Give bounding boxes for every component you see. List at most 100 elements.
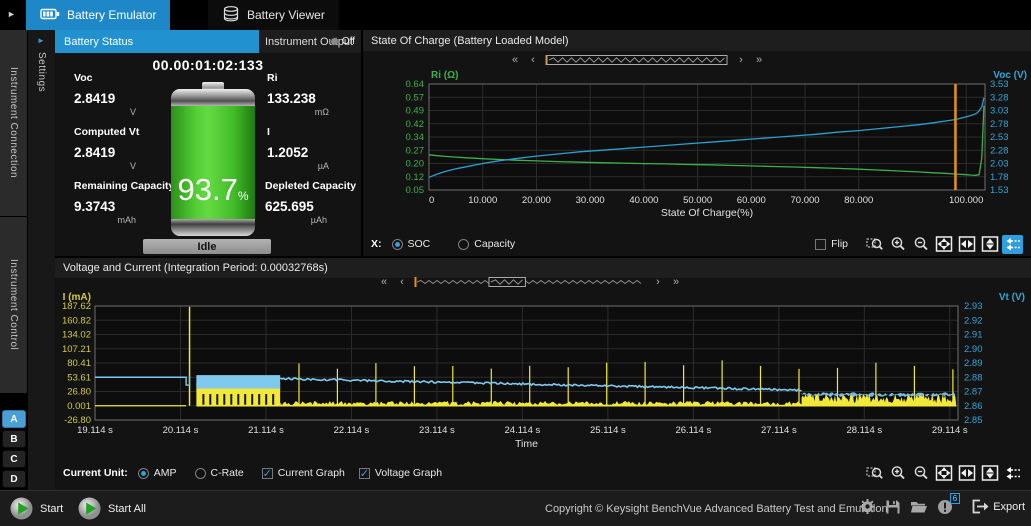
metric-label: Voc [74,72,93,84]
start-button[interactable]: Start [10,497,63,520]
svg-text:0.001: 0.001 [67,401,91,412]
svg-text:70.000: 70.000 [791,195,820,206]
unit-amp-radio[interactable]: AMP [137,467,177,479]
sidebar-item-instrument-control[interactable]: Instrument Control [0,217,27,394]
vi-chart-scrollbar[interactable]: « ‹ › » [378,275,682,289]
checkbox-icon: ✓ [358,467,370,480]
tab-battery-viewer[interactable]: Battery Viewer [208,0,339,30]
sidebar-item-label: Instrument Connection [8,67,19,179]
channel-a-button[interactable]: A [2,410,26,428]
zoom-region-button[interactable] [864,235,885,254]
left-sidebar: Instrument Connection Instrument Control… [0,30,28,490]
start-all-button[interactable]: Start All [78,497,146,520]
fit-width-button[interactable] [956,235,977,254]
metric-unit: µAh [310,215,327,225]
svg-text:2.87: 2.87 [964,387,983,398]
svg-text:23.114 s: 23.114 s [419,425,455,436]
elapsed-time: 00.00:01:02:133 [152,57,264,73]
zoom-in-button[interactable] [887,235,908,254]
checkbox-label: Voltage Graph [374,467,443,479]
unit-crate-radio[interactable]: C-Rate [194,467,244,479]
battery-cap-bottom [171,219,255,236]
zoom-in-icon [891,237,905,251]
fit-all-button[interactable] [933,235,954,254]
battery-terminal [202,82,224,91]
scroll-prev-icon[interactable]: ‹ [400,276,404,288]
settings-expand-icon[interactable]: ► [37,36,45,45]
status-bar: Start Start All Copyright © Keysight Ben… [0,490,1031,526]
svg-text:0.34: 0.34 [406,132,425,143]
checkbox-label: Current Graph [277,467,345,479]
scroll-prev-icon[interactable]: ‹ [531,54,535,66]
x-mode-label: X: [371,238,382,250]
metric-label: Computed Vt [74,126,140,138]
alert-icon [938,499,953,514]
flip-checkbox[interactable]: Flip [815,238,848,250]
fit-all-button[interactable] [933,464,954,483]
channel-d-button[interactable]: D [2,470,26,488]
scroll-track[interactable] [545,54,729,66]
x-mode-capacity-radio[interactable]: Capacity [458,238,515,250]
fit-width-button[interactable] [956,464,977,483]
x-mode-soc-radio[interactable]: SOC [391,238,430,250]
open-folder-button[interactable] [910,499,928,514]
soc-chart-scrollbar[interactable]: « ‹ › » [509,53,765,67]
metric-label: I [267,126,270,138]
battery-viewer-icon [222,5,240,26]
tab-battery-status[interactable]: Battery Status [55,30,259,53]
zoom-in-button[interactable] [887,464,908,483]
radio-label: AMP [153,467,177,479]
current-graph-checkbox[interactable]: ✓ Current Graph [261,467,345,480]
metric-unit: µA [317,161,329,171]
metric-value: 2.8419 [74,91,116,106]
settings-panel-collapsed[interactable]: ► Settings [28,30,57,490]
fit-height-button[interactable] [979,464,1000,483]
svg-text:40.000: 40.000 [629,195,658,206]
fit-height-button[interactable] [979,235,1000,254]
soc-chart-panel: State Of Charge (Battery Loaded Model) «… [363,30,1031,256]
scroll-track[interactable] [414,276,646,288]
scroll-last-icon[interactable]: » [755,54,763,66]
pan-history-button[interactable] [1002,464,1023,483]
vi-panel-title: Voltage and Current (Integration Period:… [55,258,1031,278]
radio-icon [194,467,206,479]
collapse-arrow-icon[interactable]: ► [7,9,16,19]
zoom-out-button[interactable] [910,235,931,254]
channel-c-button[interactable]: C [2,450,26,468]
metric-label: Depleted Capacity [265,180,357,192]
tab-instrument-output[interactable]: Instrument Output Off [259,30,361,53]
notifications-button[interactable]: 6 [937,492,961,515]
scroll-next-icon[interactable]: › [739,54,743,66]
svg-text:187.62: 187.62 [62,301,91,312]
voltage-graph-checkbox[interactable]: ✓ Voltage Graph [358,467,443,480]
pan-history-button[interactable] [1002,234,1023,254]
metric-ri: Ri 133.238 mΩ [267,72,397,117]
svg-text:2.90: 2.90 [964,344,983,355]
tab-battery-emulator[interactable]: Battery Emulator [26,0,171,30]
settings-gear-button[interactable] [859,498,876,515]
channel-b-button[interactable]: B [2,430,26,448]
sidebar-item-instrument-connection[interactable]: Instrument Connection [0,30,27,217]
scroll-first-icon[interactable]: « [380,276,388,288]
export-button[interactable]: Export [972,499,1025,514]
zoom-out-button[interactable] [910,464,931,483]
vi-chart-toolbar [864,464,1023,483]
zoom-in-icon [891,466,905,480]
zoom-region-button[interactable] [864,464,885,483]
vi-chart-plot[interactable]: 187.62 2.93 160.82 2.92 134.02 2.91 107.21 2.90… [55,290,1031,460]
scroll-first-icon[interactable]: « [511,54,519,66]
scroll-last-icon[interactable]: » [672,276,680,288]
svg-text:0.64: 0.64 [406,79,425,90]
checkbox-label: Flip [831,238,848,250]
soc-percent: 93.7% [177,172,249,207]
svg-text:0: 0 [429,195,434,206]
save-button[interactable] [885,499,901,515]
svg-text:2.92: 2.92 [964,315,983,326]
radio-label: C-Rate [210,467,244,479]
soc-chart-plot[interactable]: 0.64 3.53 0.57 3.28 0.49 3.03 0.42 2.78 0.34 2.53… [363,68,1031,232]
radio-label: Capacity [474,238,516,250]
svg-text:2.78: 2.78 [990,119,1009,130]
svg-text:2.86: 2.86 [964,401,983,412]
scroll-next-icon[interactable]: › [656,276,660,288]
svg-text:Voc (V): Voc (V) [993,70,1027,81]
